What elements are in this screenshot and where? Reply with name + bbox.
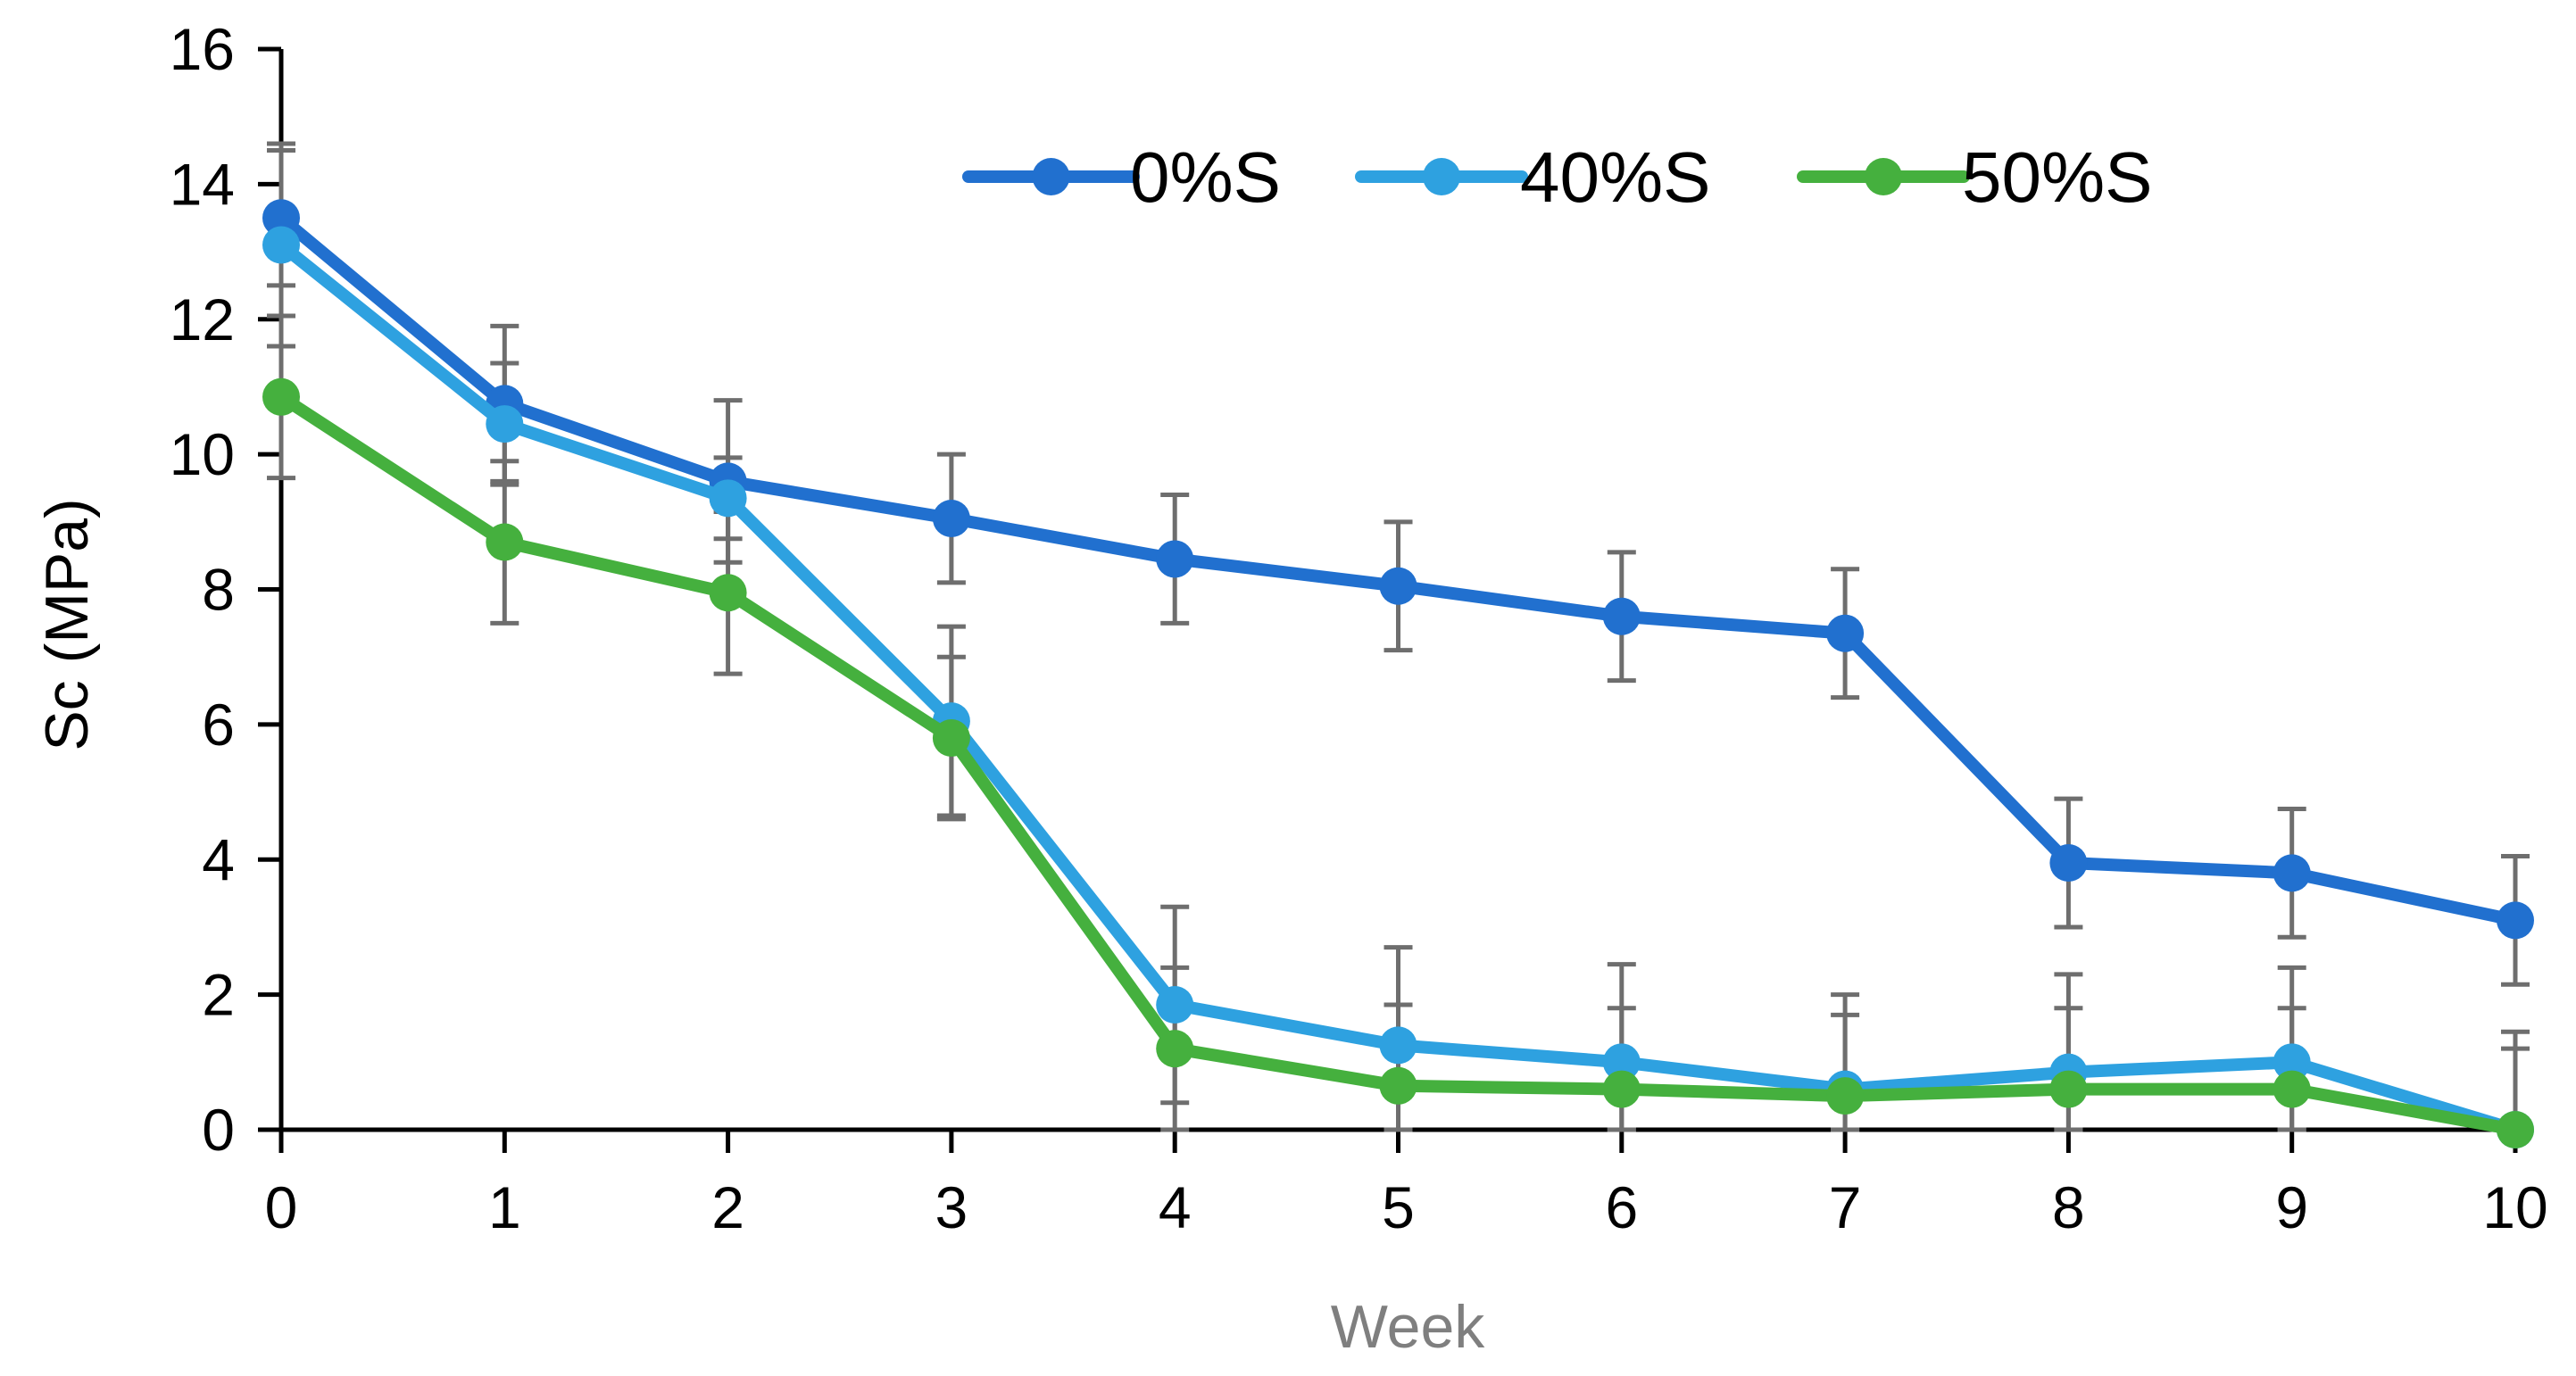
y-tick-label: 16 [170,16,235,82]
x-tick-label: 3 [935,1174,968,1240]
y-tick-label: 2 [202,962,235,1028]
error-bars [267,141,2530,1132]
data-point [1379,1026,1417,1065]
y-tick-label: 12 [170,286,235,352]
x-tick-label: 4 [1159,1174,1192,1240]
data-point [262,377,300,416]
data-point [932,719,970,758]
data-point [2497,1111,2534,1148]
data-point [2049,1070,2088,1108]
legend-entry: 40%S [1355,137,1710,217]
y-tick-label: 10 [170,421,235,487]
data-point [1602,597,1641,635]
legend-entry: 0%S [962,137,1281,217]
data-point [932,500,970,538]
data-point [1602,1070,1641,1108]
data-point [2497,901,2534,940]
data-point [486,523,524,561]
data-point [262,226,300,264]
data-point [486,405,524,443]
y-tick-label: 4 [202,826,235,892]
y-axis-title: Sc (MPa) [33,498,101,750]
y-tick-label: 8 [202,557,235,623]
data-point [262,199,300,237]
data-point [1156,1030,1194,1068]
data-point [1379,567,1417,605]
x-tick-label: 0 [265,1174,298,1240]
data-point [1602,1043,1641,1082]
legend-swatch-marker [1423,158,1460,195]
data-point [1826,614,1865,652]
data-point [709,479,747,518]
legend-label: 40%S [1520,137,1710,217]
x-tick-label: 7 [1829,1174,1862,1240]
data-point [1156,540,1194,578]
x-tick-label: 9 [2275,1174,2308,1240]
data-point [1379,1066,1417,1105]
data-point [2273,1043,2311,1082]
y-tick-label: 14 [170,151,235,217]
x-tick-label: 1 [488,1174,521,1240]
legend-entry: 50%S [1797,137,2152,217]
data-point [1156,985,1194,1024]
x-tick-label: 10 [2482,1174,2547,1240]
legend-swatch-marker [1865,158,1902,195]
legend: 0%S 40%S 50%S [962,137,2152,217]
data-point [2273,1070,2311,1108]
series-50%S [262,377,2534,1148]
x-tick-label: 2 [711,1174,744,1240]
data-series [262,199,2534,1148]
y-tick-label: 6 [202,692,235,758]
legend-swatch-marker [1032,158,1070,195]
series-0%S [262,199,2534,940]
data-point [1826,1077,1865,1115]
legend-label: 50%S [1962,137,2152,217]
x-tick-label: 6 [1605,1174,1638,1240]
x-tick-label: 5 [1382,1174,1415,1240]
legend-label: 0%S [1130,137,1281,217]
data-point [2273,854,2311,892]
x-axis-title: Week [1331,1293,1486,1361]
data-point [2049,844,2088,883]
x-tick-label: 8 [2052,1174,2085,1240]
y-tick-label: 0 [202,1097,235,1163]
data-point [709,574,747,612]
